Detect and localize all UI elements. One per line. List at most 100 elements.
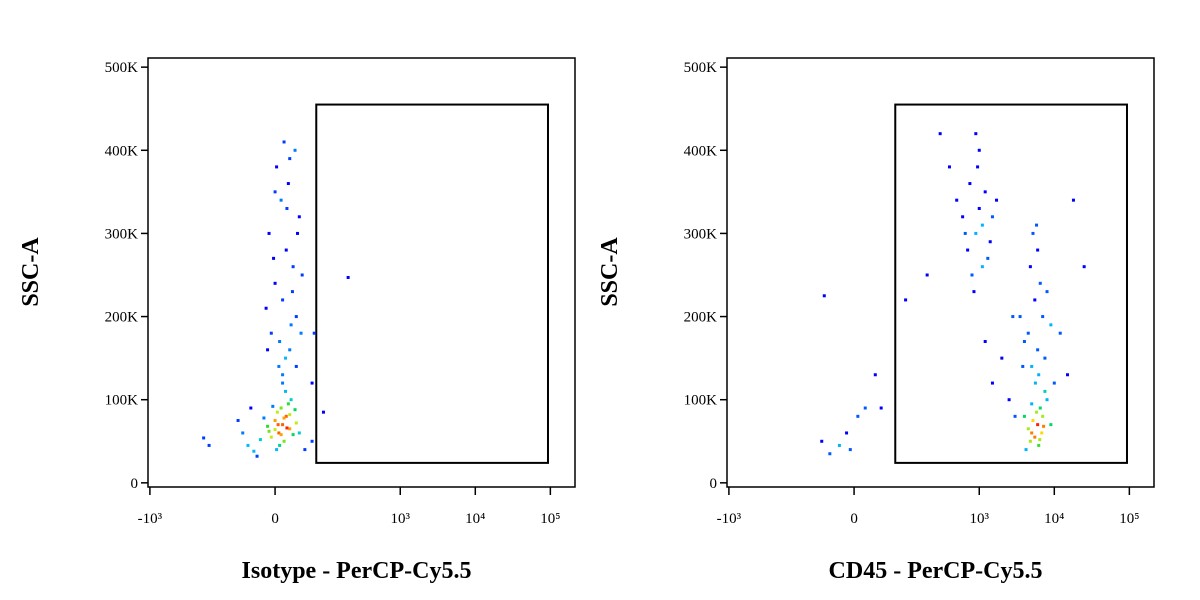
event-dot — [300, 273, 304, 277]
event-dot — [273, 428, 277, 432]
event-dot — [291, 433, 295, 437]
plot-frame — [147, 57, 576, 488]
event-dot — [1038, 438, 1042, 442]
event-dot — [983, 340, 987, 344]
event-dot — [277, 431, 281, 435]
x-tick-label: 10⁴ — [465, 511, 485, 527]
event-dot — [1036, 423, 1040, 427]
event-dot — [289, 323, 293, 327]
event-dot — [1049, 423, 1053, 427]
x-tick-label: 10⁵ — [540, 511, 560, 527]
event-dot — [281, 381, 285, 385]
event-dot — [279, 406, 283, 410]
x-tick-label: 10⁴ — [1044, 511, 1064, 527]
y-tick-label: 0 — [710, 476, 718, 492]
event-dot — [1049, 323, 1053, 327]
event-dot — [1030, 364, 1034, 368]
event-dot — [255, 454, 259, 458]
event-dot — [1007, 398, 1011, 402]
event-dot — [856, 414, 860, 418]
event-dot — [273, 418, 277, 422]
x-tick-label: -10³ — [717, 511, 742, 527]
y-tick-label: 300K — [684, 226, 718, 242]
event-dot — [1031, 418, 1035, 422]
event-dot — [281, 373, 285, 377]
event-dot — [974, 231, 978, 235]
event-dot — [1042, 424, 1046, 428]
event-dot — [977, 148, 981, 152]
event-dot — [845, 431, 849, 435]
event-dot — [266, 424, 270, 428]
event-dot — [290, 290, 294, 294]
event-dot — [980, 265, 984, 269]
event-dot — [970, 273, 974, 277]
event-dot — [1043, 356, 1047, 360]
event-dot — [1037, 373, 1041, 377]
event-dot — [310, 439, 314, 443]
event-dot — [873, 373, 877, 377]
event-dot — [1011, 315, 1015, 319]
event-dot — [1033, 381, 1037, 385]
y-tick-label: 500K — [105, 60, 139, 76]
event-dot — [285, 206, 289, 210]
event-dot — [1024, 448, 1028, 452]
event-dot — [1040, 431, 1044, 435]
event-dot — [281, 423, 285, 427]
event-dot — [288, 413, 292, 417]
event-dot — [293, 148, 297, 152]
y-tick-label: 0 — [131, 476, 139, 492]
event-dot — [947, 165, 951, 169]
event-dot — [289, 398, 293, 402]
event-dot — [294, 315, 298, 319]
event-dot — [1021, 364, 1025, 368]
event-dot — [1043, 389, 1047, 393]
x-tick-label: 10³ — [391, 511, 411, 527]
y-tick-label: 100K — [684, 393, 718, 409]
event-dot — [1036, 248, 1040, 252]
event-dot — [848, 448, 852, 452]
event-dot — [288, 157, 292, 161]
event-dot — [1037, 443, 1041, 447]
event-dot — [1033, 435, 1037, 439]
event-dot — [1082, 265, 1086, 269]
y-tick-label: 100K — [105, 393, 139, 409]
event-dot — [983, 190, 987, 194]
event-dot — [972, 290, 976, 294]
event-dot — [267, 429, 271, 433]
event-dot — [241, 431, 245, 435]
event-dot — [279, 198, 283, 202]
y-tick-label: 200K — [684, 310, 718, 326]
event-dot — [288, 348, 292, 352]
event-dot — [294, 421, 298, 425]
event-dot — [258, 438, 262, 442]
event-dot — [1041, 315, 1045, 319]
event-dot — [346, 275, 350, 279]
event-dot — [297, 215, 301, 219]
event-dot — [303, 448, 307, 452]
event-dot — [863, 406, 867, 410]
event-dot — [1038, 406, 1042, 410]
event-dot — [968, 182, 972, 186]
y-tick-label: 300K — [105, 226, 139, 242]
event-dot — [995, 198, 999, 202]
event-dot — [1013, 414, 1017, 418]
event-dot — [266, 348, 270, 352]
event-dot — [321, 410, 325, 414]
event-dot — [1026, 331, 1030, 335]
gate — [894, 103, 1128, 464]
y-tick-label: 400K — [684, 143, 718, 159]
event-dot — [828, 452, 832, 456]
event-dot — [284, 356, 288, 360]
event-dot — [1058, 331, 1062, 335]
event-dot — [1022, 414, 1026, 418]
event-dot — [310, 381, 314, 385]
event-dot — [1041, 414, 1045, 418]
event-dot — [1038, 281, 1042, 285]
event-dot — [273, 281, 277, 285]
event-dot — [986, 256, 990, 260]
event-dot — [938, 132, 942, 136]
event-dot — [1031, 231, 1035, 235]
event-dot — [1000, 356, 1004, 360]
event-dot — [207, 443, 211, 447]
